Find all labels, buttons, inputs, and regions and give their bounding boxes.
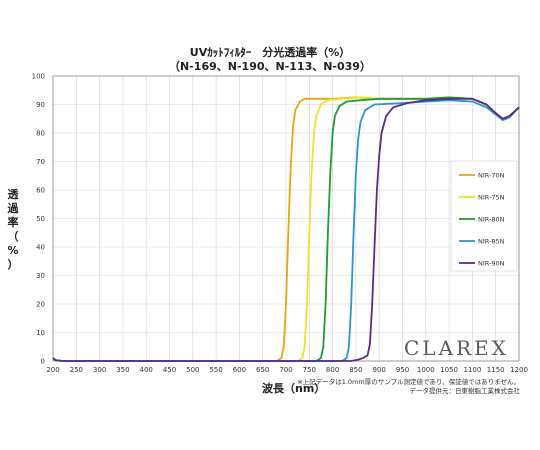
y-tick-label: 50 xyxy=(36,215,45,223)
chart-subtitle: （N-169、N-190、N-113、N-039） xyxy=(169,60,371,73)
y-tick-label: 60 xyxy=(36,187,45,195)
x-tick-label: 950 xyxy=(396,366,409,374)
legend-box xyxy=(450,160,518,272)
legend-entry: NIR-85N xyxy=(478,237,505,245)
y-axis-label-char: % xyxy=(7,244,19,257)
y-tick-label: 10 xyxy=(36,329,45,337)
y-tick-label: 40 xyxy=(36,244,45,252)
footnote-disclaimer: ※上記データは1.0mm厚のサンプル測定値であり、保証値ではありません。 xyxy=(297,378,520,386)
chart-title: UVｶｯﾄﾌｨﾙﾀｰ 分光透過率（%） xyxy=(189,46,351,59)
x-tick-label: 500 xyxy=(186,366,199,374)
x-tick-label: 1100 xyxy=(463,366,481,374)
x-tick-label: 1050 xyxy=(440,366,458,374)
x-tick-label: 450 xyxy=(163,366,176,374)
legend-entry: NIR-75N xyxy=(478,193,505,201)
y-axis-label-char: 率 xyxy=(7,216,19,229)
legend-entry: NIR-90N xyxy=(478,259,505,267)
y-tick-label: 90 xyxy=(36,101,45,109)
y-axis-label-char: （ xyxy=(7,230,19,243)
x-tick-label: 350 xyxy=(116,366,129,374)
x-tick-label: 550 xyxy=(209,366,222,374)
y-tick-label: 0 xyxy=(41,358,45,366)
y-tick-label: 100 xyxy=(32,73,45,81)
y-axis-label-char: 透 xyxy=(7,188,19,201)
x-tick-label: 600 xyxy=(233,366,246,374)
x-tick-label: 650 xyxy=(256,366,269,374)
x-tick-label: 200 xyxy=(46,366,59,374)
x-tick-label: 1000 xyxy=(417,366,435,374)
x-axis-label: 波長（nm） xyxy=(262,382,326,395)
x-tick-label: 400 xyxy=(140,366,153,374)
x-tick-label: 250 xyxy=(70,366,83,374)
legend-entry: NIR-80N xyxy=(478,215,505,223)
footnote-source: データ提供元：日東樹脂工業株式会社 xyxy=(409,387,521,395)
x-tick-label: 900 xyxy=(373,366,386,374)
y-tick-label: 20 xyxy=(36,301,45,309)
x-tick-label: 700 xyxy=(279,366,292,374)
x-tick-label: 850 xyxy=(349,366,362,374)
x-tick-label: 1200 xyxy=(510,366,528,374)
x-tick-label: 750 xyxy=(303,366,316,374)
series-line-nir-85n xyxy=(52,99,520,362)
brand-logo: CLAREX xyxy=(404,336,509,360)
x-tick-label: 800 xyxy=(326,366,339,374)
y-tick-label: 30 xyxy=(36,272,45,280)
y-axis-label-char: ） xyxy=(7,258,19,271)
y-axis-label-char: 過 xyxy=(7,202,19,215)
y-tick-label: 80 xyxy=(36,130,45,138)
y-tick-label: 70 xyxy=(36,158,45,166)
series-line-nir-90n xyxy=(52,97,520,362)
legend-entry: NIR-70N xyxy=(478,171,505,179)
y-axis-label: 透 過 率 （ % ） xyxy=(6,188,20,272)
x-tick-label: 1150 xyxy=(487,366,505,374)
x-tick-label: 300 xyxy=(93,366,106,374)
